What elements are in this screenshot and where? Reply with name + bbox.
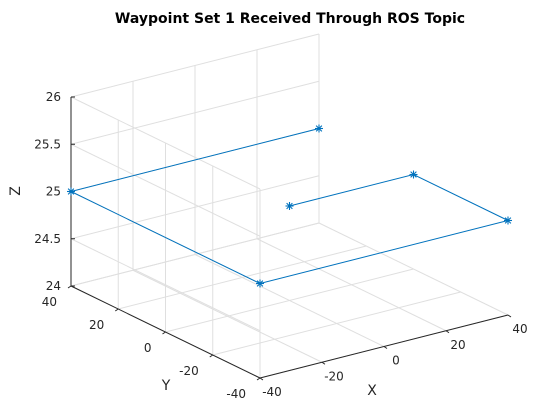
y-tick-mark (114, 308, 119, 312)
z-axis-label: Z (8, 186, 24, 196)
x-tick-mark (445, 330, 450, 334)
grid-line-floor-y (212, 291, 461, 356)
x-tick-mark (321, 361, 326, 365)
series-line (69, 128, 510, 285)
y-tick-label: 20 (89, 318, 104, 332)
x-tick-label: -40 (262, 385, 282, 399)
y-tick-label: -40 (226, 387, 246, 401)
grid-line-left-wall-z (70, 238, 261, 332)
y-tick-label: 0 (144, 341, 152, 355)
grid-line-right-wall-z (70, 33, 320, 98)
y-tick-mark (256, 377, 261, 381)
data-point-marker (409, 170, 418, 179)
x-tick-mark (383, 346, 388, 349)
data-point-marker (256, 279, 264, 288)
y-tick-mark (209, 354, 214, 358)
chart-title: Waypoint Set 1 Received Through ROS Topi… (115, 11, 465, 27)
data-point-marker (504, 216, 512, 225)
x-tick-label: 20 (450, 338, 465, 352)
z-tick-label: 25 (46, 185, 61, 199)
tick-labels: -40 -20 0 20 40 -40 -20 0 20 40 24 24.5 25 25.5 26 (34, 90, 527, 401)
grid-line-floor-y (118, 245, 367, 310)
z-tick-label: 24 (46, 279, 61, 293)
z-tick-label: 24.5 (34, 232, 61, 246)
grid-line-left-wall-z (70, 143, 261, 237)
y-tick-label: -20 (179, 364, 199, 378)
x-tick-label: 40 (512, 322, 527, 336)
x-tick-mark (259, 377, 264, 381)
grid-line-right-wall-z (70, 175, 320, 240)
axes (67, 96, 512, 381)
x-tick-label: -20 (324, 369, 344, 383)
x-tick-label: 0 (392, 354, 400, 368)
y-axis-label: Y (161, 378, 171, 394)
grid-line-right-wall-z (70, 222, 320, 287)
z-tick-label: 25.5 (34, 137, 61, 151)
x-tick-mark (507, 314, 512, 318)
data-point-marker (315, 124, 323, 133)
y-tick-label: 40 (42, 295, 57, 309)
x-axis-label: X (367, 383, 377, 399)
y-tick-mark (162, 331, 166, 335)
y-tick-mark (67, 285, 72, 289)
grid-line-floor-y (165, 268, 414, 333)
data-point-marker (67, 187, 75, 196)
z-tick-label: 26 (46, 90, 61, 104)
data-point-marker (285, 202, 294, 210)
grid-line-left-wall-z (70, 96, 261, 190)
grid-line-right-wall-z (70, 80, 320, 145)
plot-area (67, 124, 512, 288)
